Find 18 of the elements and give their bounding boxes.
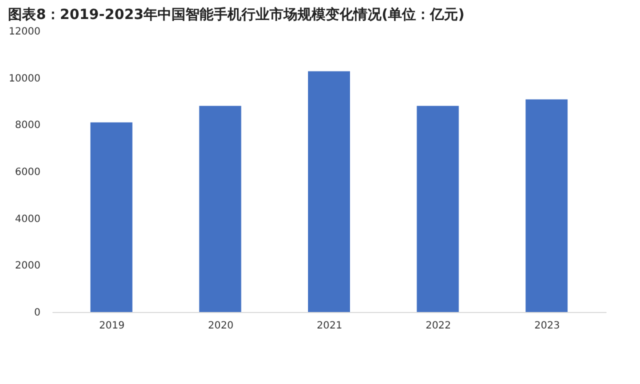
x-tick-label: 2019 — [99, 320, 125, 332]
bar — [416, 106, 459, 312]
bar — [90, 122, 132, 312]
y-tick-label: 6000 — [15, 167, 40, 178]
x-tick-label: 2021 — [316, 320, 342, 332]
chart-title: 图表8：2019-2023年中国智能手机行业市场规模变化情况(单位：亿元) — [8, 6, 464, 23]
x-tick-label: 2022 — [426, 320, 452, 332]
bar — [199, 106, 242, 312]
bar — [526, 99, 568, 312]
y-tick-label: 12000 — [8, 26, 40, 38]
x-tick-label: 2023 — [534, 320, 560, 332]
bar — [308, 71, 350, 312]
y-tick-label: 2000 — [15, 260, 40, 272]
y-tick-label: 8000 — [15, 120, 40, 132]
x-tick-label: 2020 — [208, 320, 234, 332]
y-tick-label: 4000 — [15, 214, 40, 225]
y-tick-label: 0 — [34, 308, 40, 318]
y-tick-label: 10000 — [8, 73, 40, 84]
